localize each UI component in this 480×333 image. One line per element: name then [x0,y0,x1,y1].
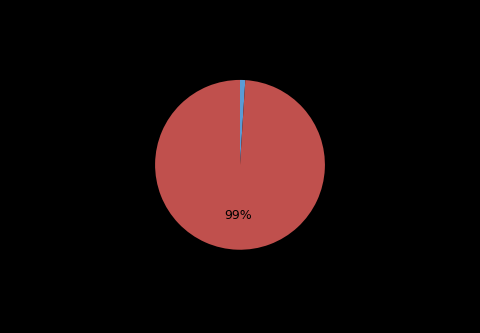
Wedge shape [155,80,325,250]
Wedge shape [240,80,245,165]
Text: 99%: 99% [225,209,252,222]
